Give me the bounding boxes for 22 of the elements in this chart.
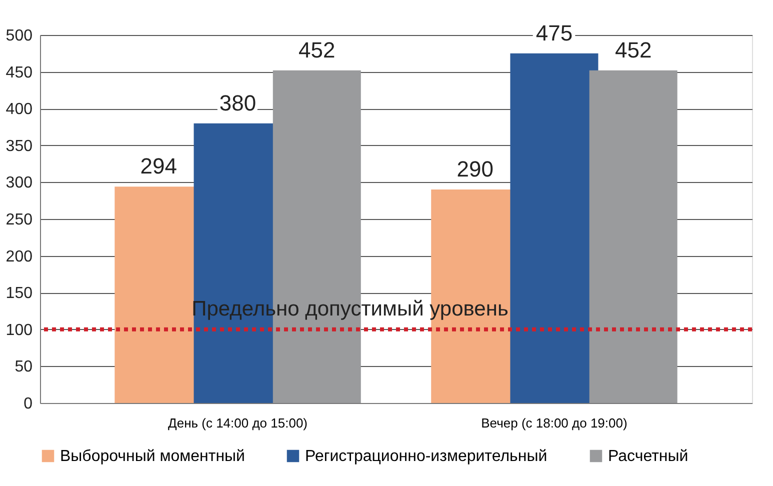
x-tick-label: День (с 14:00 до 15:00) [168,416,308,430]
data-label: 380 [219,90,256,116]
y-tick-label: 350 [6,138,33,155]
legend-label: Регистрационно-измерительный [305,448,548,465]
legend-label: Расчетный [608,448,688,465]
data-label: 452 [614,37,652,62]
legend-label: Выборочный моментный [60,448,245,465]
y-tick-label: 100 [6,322,33,339]
x-tick-label: Вечер (с 18:00 до 19:00) [481,416,628,430]
y-tick-label: 200 [6,248,33,266]
y-tick-label: 0 [24,396,33,412]
y-tick-label: 450 [6,64,33,82]
y-tick-label: 500 [6,28,33,44]
data-label: 290 [456,156,494,182]
y-tick-label: 250 [6,212,33,228]
data-label: 294 [140,154,178,179]
y-tick-label: 400 [6,101,33,118]
bar [589,70,678,403]
y-tick-label: 50 [14,358,33,376]
y-tick-label: 150 [6,285,33,302]
data-label: 452 [298,37,336,62]
y-tick-label: 300 [6,174,33,192]
